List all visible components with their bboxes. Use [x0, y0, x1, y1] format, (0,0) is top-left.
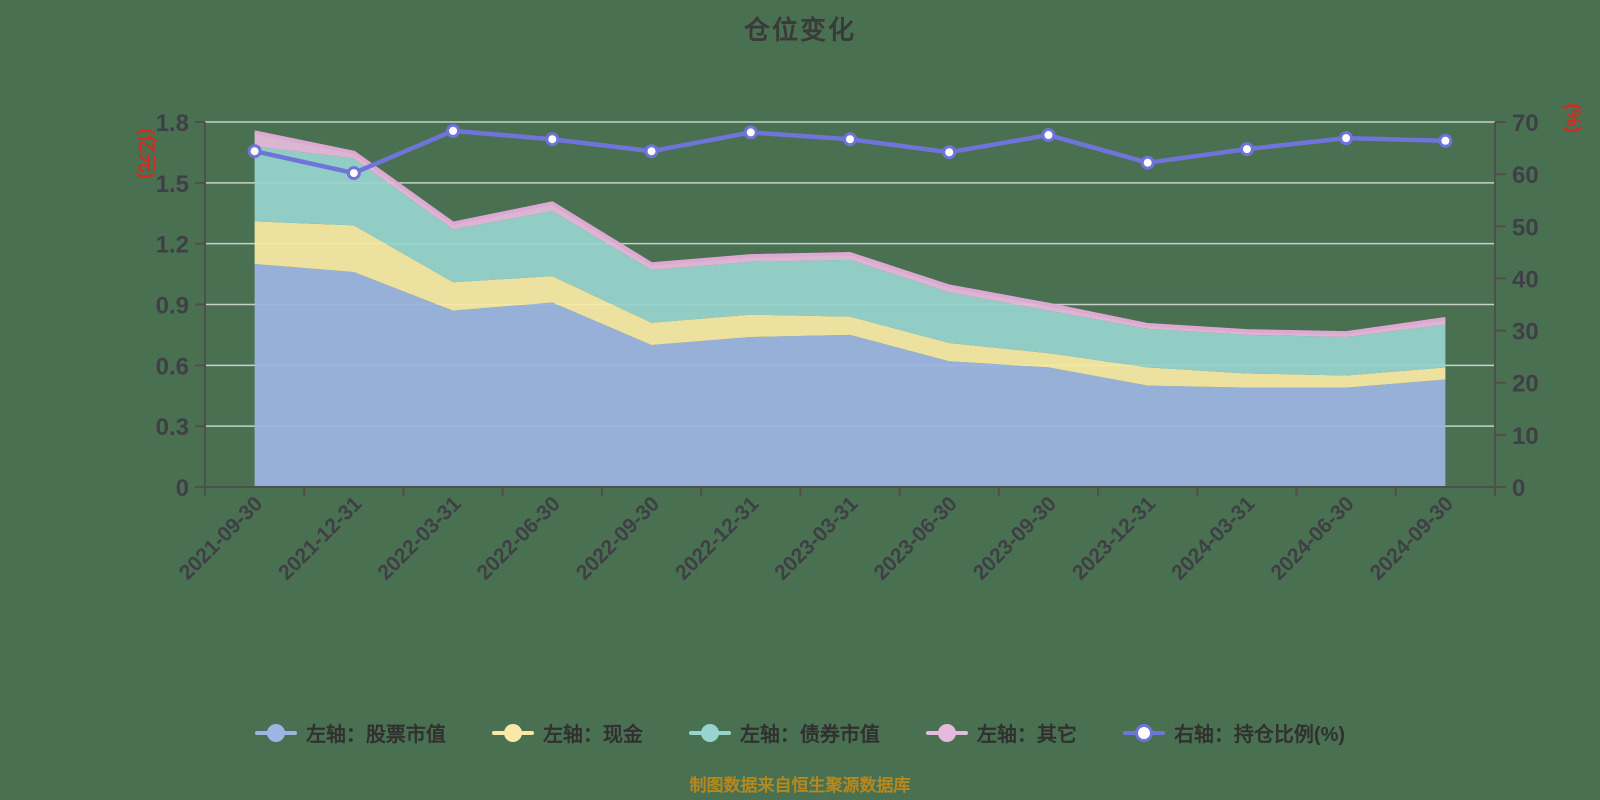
ratio-point: [843, 132, 857, 147]
right-axis-tick-label: 40: [1512, 266, 1539, 293]
right-axis-tick-label: 20: [1512, 371, 1539, 398]
right-axis-tick-label: 60: [1512, 162, 1539, 189]
ratio-point: [1041, 128, 1056, 143]
ratio-point: [743, 125, 758, 140]
other-top-line: [254, 130, 1446, 335]
legend-item-ratio[interactable]: 右轴：持仓比例(%): [1122, 718, 1346, 747]
right-axis-tick-label: 50: [1512, 214, 1539, 241]
area-marker-icon: [491, 723, 534, 743]
ratio-point: [346, 166, 361, 181]
chart-title: 仓位变化: [743, 15, 856, 45]
ratio-point: [1239, 142, 1254, 157]
ratio-point: [545, 132, 560, 147]
legend-item-bond[interactable]: 左轴：债券市值: [688, 718, 880, 747]
area-marker-icon: [254, 723, 297, 743]
left-axis-tick-label: 1.8: [156, 110, 189, 137]
area-stock: [254, 263, 1446, 487]
x-axis-date-label: 2022-12-31: [671, 492, 763, 584]
right-axis-tick-label: 30: [1512, 319, 1539, 346]
x-axis-date-label: 2023-09-30: [969, 492, 1061, 584]
x-axis-date-label: 2021-09-30: [175, 492, 267, 584]
x-axis-date-label: 2024-09-30: [1366, 492, 1458, 584]
x-axis-date-label: 2024-06-30: [1266, 492, 1358, 584]
legend-item-other[interactable]: 左轴：其它: [925, 718, 1077, 747]
area-cash: [254, 221, 1446, 388]
ratio-point: [1140, 155, 1155, 170]
x-axis-date-label: 2021-12-31: [274, 492, 366, 584]
ratio-point: [446, 123, 461, 138]
legend-label: 右轴：持仓比例(%): [1173, 724, 1346, 746]
x-axis-date-label: 2022-09-30: [572, 492, 664, 584]
ratio-point: [942, 145, 957, 160]
area-bond: [254, 146, 1446, 376]
x-axis-date-label: 2022-06-30: [473, 492, 565, 584]
legend-label: 左轴：股票市值: [305, 724, 446, 746]
left-axis-tick-label: 0.9: [156, 293, 189, 320]
left-axis-tick-label: 0.3: [156, 414, 189, 441]
left-axis-tick-label: 0.6: [156, 353, 189, 380]
data-source-note: 制图数据来自恒生聚源数据库: [689, 776, 911, 795]
right-axis-tick-label: 0: [1512, 475, 1525, 502]
legend-label: 左轴：债券市值: [739, 724, 880, 746]
x-axis-date-label: 2023-06-30: [870, 492, 962, 584]
left-axis-tick-label: 1.2: [156, 232, 189, 259]
x-axis-date-label: 2024-03-31: [1167, 492, 1259, 584]
legend-item-cash[interactable]: 左轴：现金: [491, 718, 643, 747]
line-marker-icon: [1122, 723, 1165, 743]
area-marker-icon: [925, 723, 968, 743]
right-axis-tick-label: 70: [1512, 110, 1539, 137]
legend-label: 左轴：其它: [976, 724, 1077, 746]
ratio-point: [1339, 131, 1354, 146]
ratio-point: [247, 144, 262, 159]
right-axis-tick-label: 10: [1512, 423, 1539, 450]
chart-legend: 左轴：股票市值 左轴：现金 左轴：债券市值 左轴：其它 右轴：持仓比例(%): [0, 718, 1600, 747]
left-axis-tick-label: 1.5: [156, 171, 189, 198]
left-axis-tick-label: 0: [176, 475, 189, 502]
area-marker-icon: [688, 723, 731, 743]
x-axis-date-label: 2023-12-31: [1068, 492, 1160, 584]
legend-item-stock[interactable]: 左轴：股票市值: [254, 718, 446, 747]
ratio-point: [1438, 133, 1453, 148]
legend-label: 左轴：现金: [542, 724, 643, 746]
ratio-point: [644, 144, 659, 159]
x-axis-date-label: 2022-03-31: [373, 492, 465, 584]
x-axis-date-label: 2023-03-31: [770, 492, 862, 584]
